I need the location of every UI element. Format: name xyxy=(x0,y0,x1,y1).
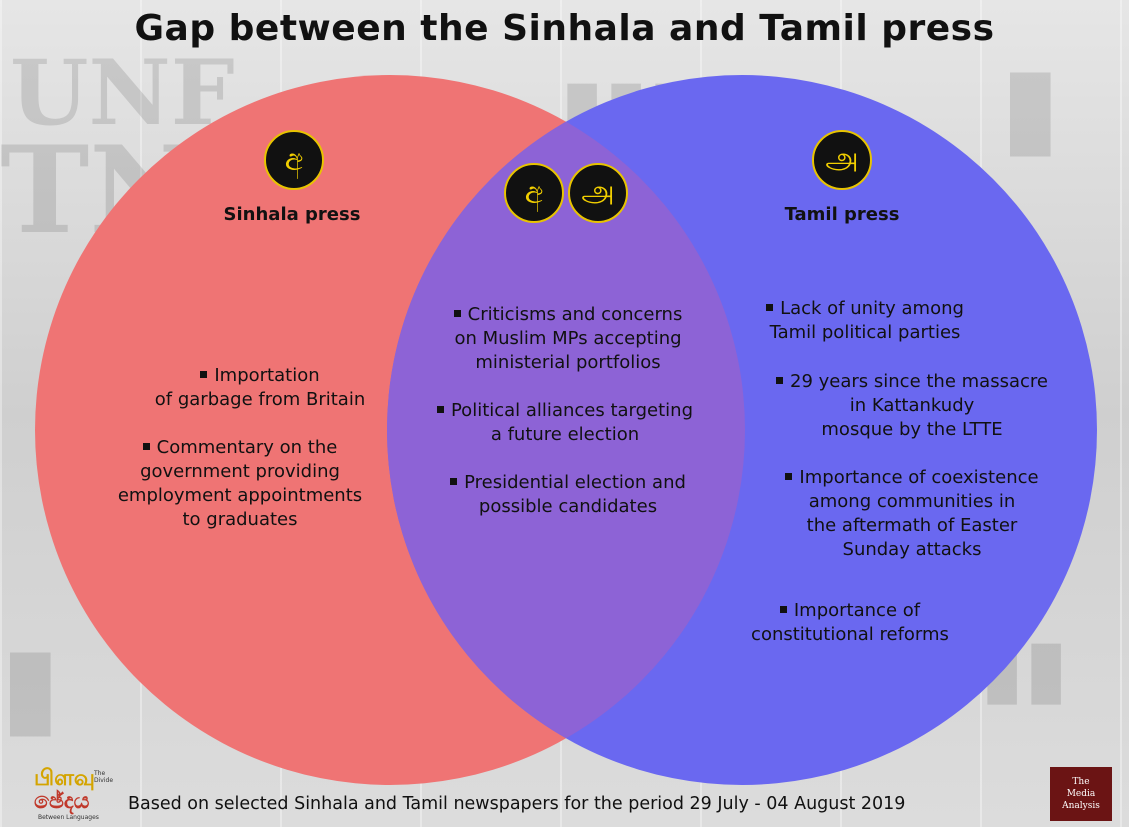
common-item-1: Criticisms and concerns on Muslim MPs ac… xyxy=(453,304,683,373)
sinhala-item-1: Importation of garbage from Britain xyxy=(154,365,366,410)
tamil-heading: Tamil press xyxy=(784,204,900,225)
bullet-icon xyxy=(766,303,774,311)
bullet-icon xyxy=(142,442,150,450)
background-newsprint: UNF xyxy=(10,40,235,146)
tamil-letter-icon: அ xyxy=(812,130,872,190)
tamil-item-3: Importance of coexistence among communit… xyxy=(752,466,1072,562)
tamil-item-2: 29 years since the massacre in Kattankud… xyxy=(752,370,1072,442)
overlap-region xyxy=(387,75,745,785)
sinhala-letter-icon: අ xyxy=(264,130,324,190)
page-title: Gap between the Sinhala and Tamil press xyxy=(134,8,995,49)
sinhala-heading: Sinhala press xyxy=(223,204,361,225)
sinhala-letter-icon-overlap: අ xyxy=(504,163,564,223)
source-note: Based on selected Sinhala and Tamil news… xyxy=(128,794,906,814)
bullet-icon xyxy=(779,605,787,613)
bullet-icon xyxy=(200,370,208,378)
media-analysis-logo: The Media Analysis xyxy=(1050,767,1112,821)
sinhala-item-2: Commentary on the government providing e… xyxy=(117,437,363,530)
bullet-icon xyxy=(785,472,793,480)
bullet-icon xyxy=(453,309,461,317)
tamil-letter-icon-overlap: அ xyxy=(568,163,628,223)
tamil-item-4: Importance of constitutional reforms xyxy=(751,600,949,645)
common-item-2: Political alliances targeting a future e… xyxy=(405,399,725,447)
background-newsprint: ▮ xyxy=(0,620,61,749)
the-divide-logo: பிளவு ඡේදය The Divide Between Languages xyxy=(34,766,114,822)
tamil-item-1: Lack of unity among Tamil political part… xyxy=(705,297,1025,345)
bullet-icon xyxy=(776,376,784,384)
bullet-icon xyxy=(436,405,444,413)
bullet-icon xyxy=(450,477,458,485)
common-item-3: Presidential election and possible candi… xyxy=(408,471,728,519)
background-newsprint: ▮ xyxy=(1000,40,1061,169)
